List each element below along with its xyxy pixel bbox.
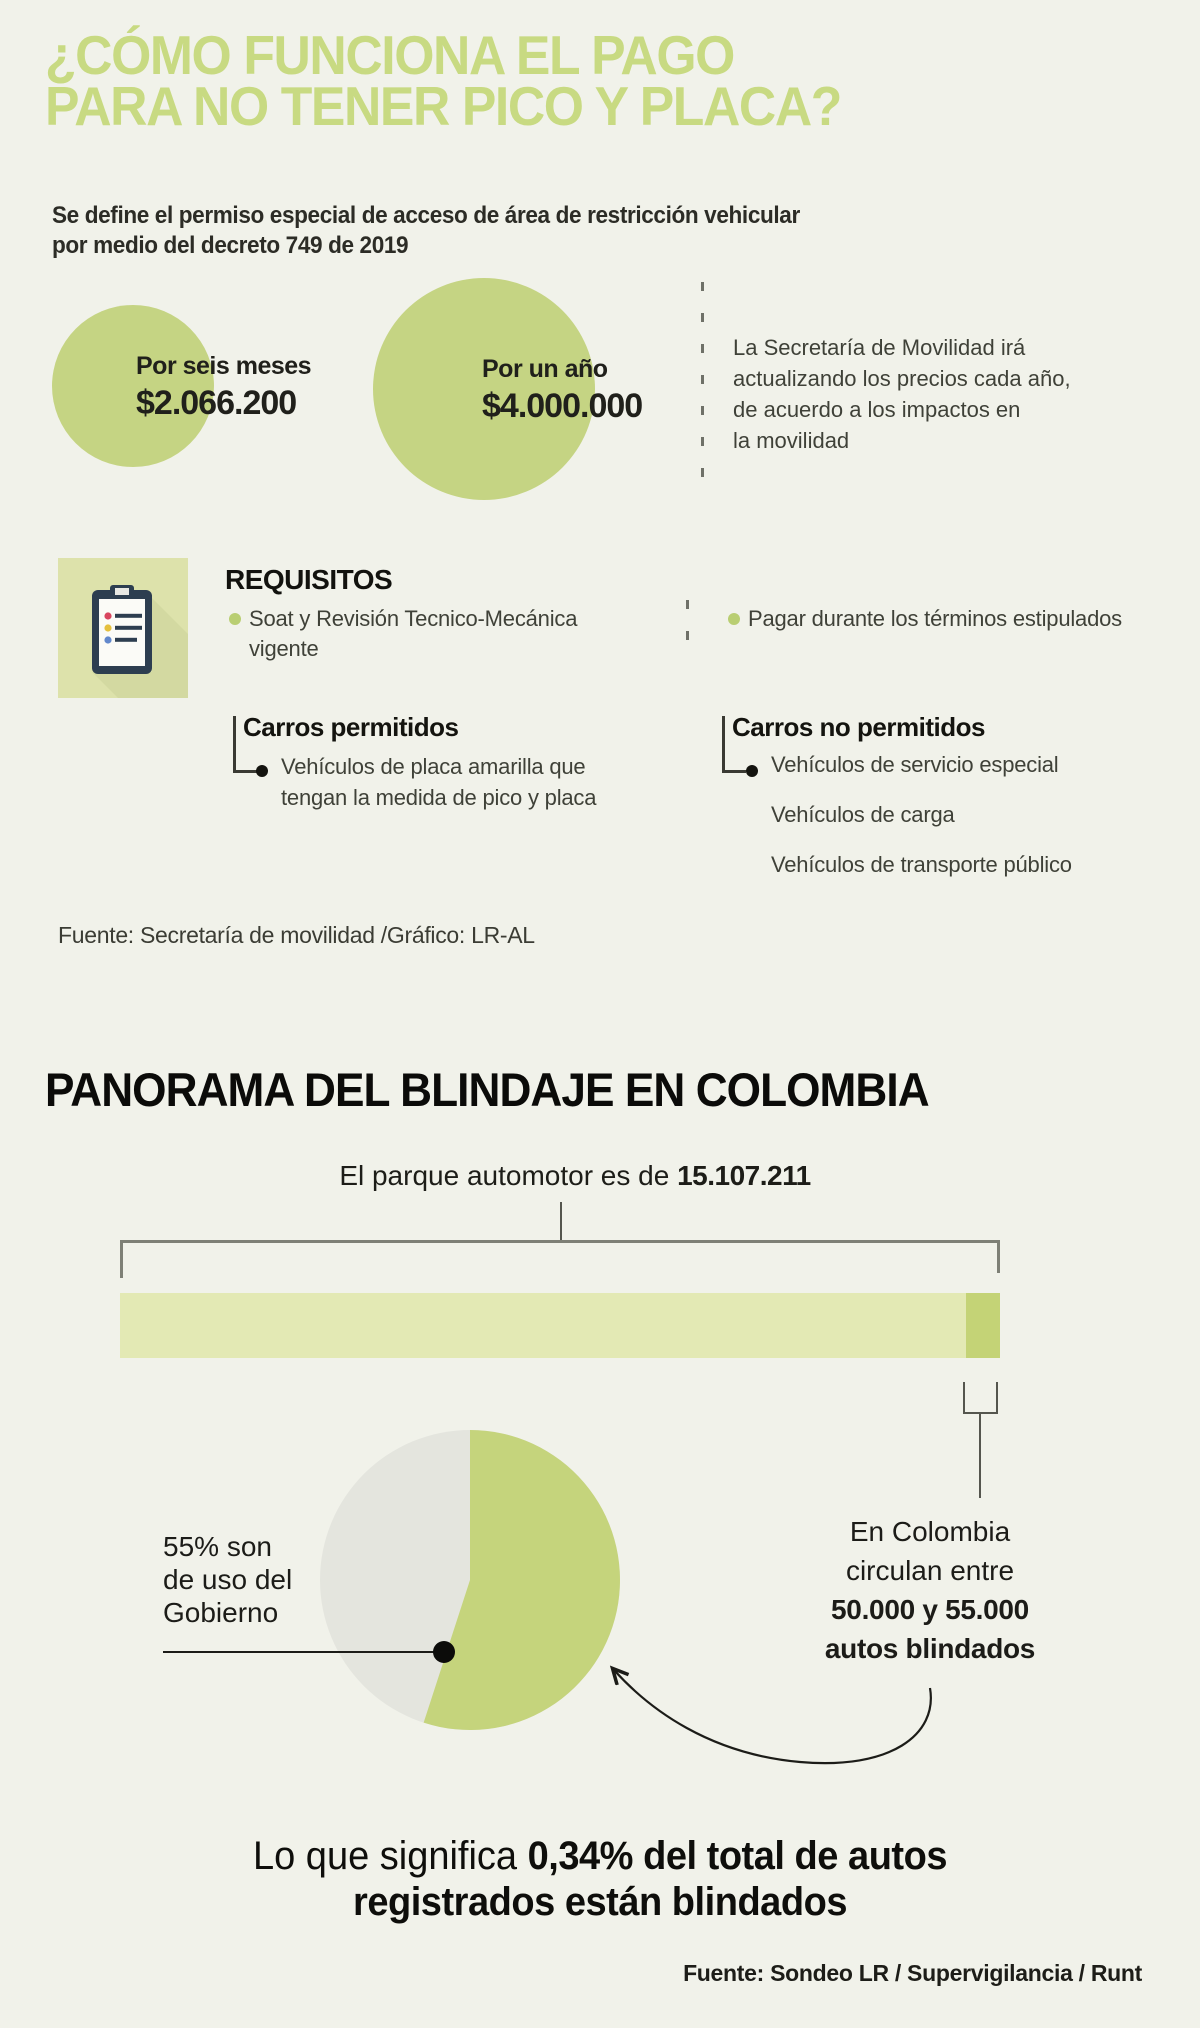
connector-line — [722, 716, 725, 773]
pie-chart — [320, 1430, 620, 1730]
connector-line — [233, 716, 236, 773]
not-allowed-cars-heading: Carros no permitidos — [732, 712, 985, 742]
bracket-end-right — [997, 1240, 1000, 1273]
subtitle-line1: Se define el permiso especial de acceso … — [52, 202, 800, 229]
fleet-total-value: 15.107.211 — [677, 1160, 811, 1191]
bracket-line — [120, 1240, 1000, 1243]
fleet-total-label: El parque automotor es de 15.107.211 — [160, 1160, 990, 1192]
not-allowed-cars-item-2: Vehículos de carga — [771, 802, 955, 827]
checklist-dot-red — [104, 612, 112, 620]
price-six-months-value: $2.066.200 — [136, 384, 297, 422]
checklist-dot-yellow — [104, 624, 112, 632]
requirement-item-2: Pagar durante los términos estipulados — [748, 606, 1122, 631]
not-allowed-cars-item-1: Vehículos de servicio especial — [771, 752, 1059, 777]
subtitle: Se define el permiso especial de acceso … — [52, 201, 800, 261]
requirement-item-1: Soat y Revisión Tecnico-Mecánica vigente — [249, 606, 578, 661]
arrow-path — [614, 1670, 932, 1765]
conclusion-line1: Lo que significa 0,34% del total de auto… — [125, 1833, 1075, 1879]
conclusion-bold: 0,34% del total de autos — [527, 1834, 948, 1878]
armored-cars-bar-segment — [966, 1293, 1000, 1358]
armored-line3: 50.000 y 55.000 — [831, 1594, 1029, 1625]
armored-line2: circulan entre — [845, 1555, 1015, 1586]
source-credit-bottom: Fuente: Sondeo LR / Supervigilancia / Ru… — [683, 1960, 1142, 1986]
price-one-year-label: Por un año — [482, 355, 608, 383]
requirements-icon-tile — [58, 558, 188, 698]
page-title: ¿CÓMO FUNCIONA EL PAGO PARA NO TENER PIC… — [45, 24, 842, 137]
price-bubble-six-months — [52, 305, 214, 467]
bullet-icon — [229, 613, 241, 625]
update-note: La Secretaría de Movilidad irá actualiza… — [733, 332, 1071, 456]
bullet-icon — [728, 613, 740, 625]
pointer-line — [560, 1202, 562, 1240]
page-title-line2: PARA NO TENER PICO Y PLACA? — [45, 75, 842, 137]
page-title-line1: ¿CÓMO FUNCIONA EL PAGO — [45, 24, 735, 86]
bullet-icon — [256, 765, 268, 777]
pie-slice-government-55pct — [423, 1430, 620, 1730]
subtitle-line2: por medio del decreto 749 de 2019 — [52, 232, 409, 259]
checklist-dot-blue — [104, 636, 112, 644]
allowed-cars-item-1: Vehículos de placa amarilla que tengan l… — [281, 754, 597, 810]
armored-line4: autos blindados — [824, 1633, 1036, 1664]
government-share-label: 55% son de uso del Gobierno — [163, 1530, 292, 1629]
leader-line — [163, 1651, 439, 1653]
curved-arrow — [590, 1640, 932, 1765]
update-note-line2: actualizando los precios cada año, — [733, 366, 1071, 391]
price-six-months-label: Por seis meses — [136, 352, 312, 380]
bullet-icon — [746, 765, 758, 777]
gov-line2: de uso del — [163, 1564, 293, 1595]
conclusion-prefix: Lo que significa — [252, 1834, 528, 1878]
not-allowed-cars-item-3: Vehículos de transporte público — [771, 852, 1072, 877]
armored-line1: En Colombia — [849, 1516, 1011, 1547]
price-one-year-value: $4.000.000 — [482, 387, 643, 425]
small-bracket-stem — [979, 1412, 981, 1498]
update-note-line4: la movilidad — [733, 428, 850, 453]
clipboard-paper — [99, 599, 145, 666]
checklist-line2 — [115, 625, 142, 630]
small-bracket-left — [963, 1382, 965, 1414]
panorama-section-title: PANORAMA DEL BLINDAJE EN COLOMBIA — [45, 1063, 930, 1116]
gov-line3: Gobierno — [163, 1597, 279, 1628]
clipboard-checklist-icon — [92, 585, 188, 698]
price-one-year: Por un año $4.000.000 — [482, 355, 643, 426]
price-bubble-one-year — [373, 278, 595, 500]
price-six-months: Por seis meses $2.066.200 — [136, 352, 312, 423]
clipboard-clip-inner — [115, 588, 129, 595]
requirements-heading: REQUISITOS — [225, 564, 393, 595]
conclusion-statement: Lo que significa 0,34% del total de auto… — [125, 1833, 1075, 1925]
small-bracket-right — [996, 1382, 998, 1414]
conclusion-line2: registrados están blindados — [353, 1880, 847, 1924]
checklist-line3 — [115, 637, 137, 642]
connector-line — [722, 770, 746, 773]
source-credit-top: Fuente: Secretaría de movilidad /Gráfico… — [58, 922, 535, 948]
bracket-end-left — [120, 1240, 123, 1278]
connector-line — [233, 770, 257, 773]
dashed-divider-small — [686, 600, 689, 655]
checklist-line1 — [115, 613, 142, 618]
gov-line1: 55% son — [163, 1531, 272, 1562]
dashed-divider — [701, 282, 704, 490]
leader-dot — [433, 1641, 455, 1663]
armored-cars-callout: En Colombia circulan entre 50.000 y 55.0… — [730, 1512, 1130, 1668]
allowed-cars-heading: Carros permitidos — [243, 712, 459, 742]
update-note-line1: La Secretaría de Movilidad irá — [733, 335, 1026, 360]
fleet-total-text: El parque automotor es de — [339, 1160, 678, 1191]
update-note-line3: de acuerdo a los impactos en — [733, 397, 1021, 422]
fleet-bar — [120, 1293, 1000, 1358]
